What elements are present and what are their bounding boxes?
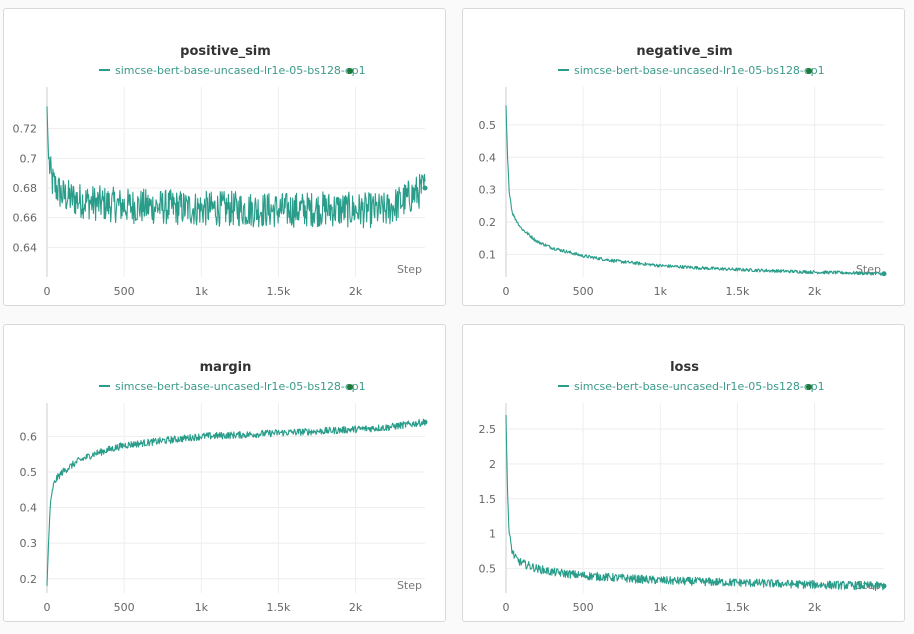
- legend: simcse-bert-base-uncased-lr1e-05-bs128-e…: [558, 64, 825, 77]
- x-axis-label: Step: [397, 263, 422, 276]
- legend-dot-icon: [806, 68, 812, 74]
- x-tick-label: 1.5k: [266, 601, 290, 614]
- y-tick-label: 0.3: [20, 537, 38, 550]
- x-tick-label: 1k: [654, 601, 668, 614]
- chart-margin: margin simcse-bert-base-uncased-lr1e-05-b…: [20, 360, 428, 614]
- x-tick-label: 500: [573, 285, 594, 298]
- y-tick-label: 0.3: [479, 184, 497, 197]
- chart-title: loss: [670, 360, 699, 375]
- x-tick-label: 2k: [349, 285, 363, 298]
- series-line: [46, 418, 426, 586]
- legend-label: simcse-bert-base-uncased-lr1e-05-bs128-e…: [574, 64, 825, 77]
- chart-positive-sim: positive_sim simcse-bert-base-uncased-lr1…: [13, 44, 428, 298]
- series-line: [46, 106, 426, 229]
- y-tick-label: 2.5: [479, 423, 497, 436]
- legend: simcse-bert-base-uncased-lr1e-05-bs128-e…: [558, 380, 825, 393]
- x-tick-label: 500: [573, 601, 594, 614]
- x-tick-label: 1k: [195, 601, 209, 614]
- y-tick-label: 0.4: [20, 502, 38, 515]
- y-tick-label: 0.2: [479, 216, 497, 229]
- legend: simcse-bert-base-uncased-lr1e-05-bs128-e…: [99, 380, 366, 393]
- legend-label: simcse-bert-base-uncased-lr1e-05-bs128-e…: [574, 380, 825, 393]
- y-tick-label: 1.5: [479, 493, 497, 506]
- x-tick-label: 1.5k: [725, 601, 749, 614]
- series-line: [505, 105, 885, 276]
- y-tick-label: 1: [489, 528, 496, 541]
- x-tick-label: 2k: [349, 601, 363, 614]
- series-end-point: [881, 271, 887, 277]
- legend-dot-icon: [806, 384, 812, 390]
- x-tick-label: 1.5k: [725, 285, 749, 298]
- y-tick-label: 0.5: [479, 563, 497, 576]
- series-end-point: [422, 419, 428, 425]
- y-tick-label: 0.5: [20, 466, 38, 479]
- series-end-point: [881, 583, 887, 589]
- chart-title: negative_sim: [636, 44, 732, 59]
- x-axis-label: Step: [397, 579, 422, 592]
- y-tick-label: 0.66: [13, 212, 38, 225]
- y-tick-label: 0.64: [13, 241, 38, 254]
- chart-panel-negative-sim: negative_sim simcse-bert-base-uncased-lr1…: [462, 8, 905, 306]
- x-tick-label: 0: [44, 601, 51, 614]
- y-tick-label: 0.5: [479, 119, 497, 132]
- chart-negative-sim: negative_sim simcse-bert-base-uncased-lr1…: [479, 44, 887, 298]
- x-tick-label: 2k: [808, 601, 822, 614]
- x-tick-label: 0: [44, 285, 51, 298]
- y-tick-label: 0.1: [479, 248, 497, 261]
- x-tick-label: 1k: [654, 285, 668, 298]
- x-tick-label: 1.5k: [266, 285, 290, 298]
- legend-dot-icon: [347, 384, 353, 390]
- chart-loss: loss simcse-bert-base-uncased-lr1e-05-bs1…: [479, 360, 887, 614]
- chart-title: positive_sim: [180, 44, 271, 59]
- legend-dot-icon: [347, 68, 353, 74]
- chart-panel-loss: loss simcse-bert-base-uncased-lr1e-05-bs1…: [462, 324, 905, 622]
- x-tick-label: 0: [503, 285, 510, 298]
- legend-label: simcse-bert-base-uncased-lr1e-05-bs128-e…: [115, 64, 366, 77]
- y-tick-label: 0.68: [13, 182, 38, 195]
- x-tick-label: 500: [114, 601, 135, 614]
- y-tick-label: 0.4: [479, 151, 497, 164]
- y-tick-label: 0.6: [20, 430, 38, 443]
- x-tick-label: 2k: [808, 285, 822, 298]
- chart-panel-margin: margin simcse-bert-base-uncased-lr1e-05-b…: [3, 324, 446, 622]
- legend-label: simcse-bert-base-uncased-lr1e-05-bs128-e…: [115, 380, 366, 393]
- chart-title: margin: [200, 360, 252, 375]
- y-tick-label: 2: [489, 458, 496, 471]
- series-line: [505, 414, 885, 591]
- y-tick-label: 0.7: [20, 152, 38, 165]
- chart-panel-positive-sim: positive_sim simcse-bert-base-uncased-lr1…: [3, 8, 446, 306]
- y-tick-label: 0.2: [20, 573, 38, 586]
- series-end-point: [422, 185, 428, 191]
- y-tick-label: 0.72: [13, 123, 38, 136]
- x-tick-label: 1k: [195, 285, 209, 298]
- legend: simcse-bert-base-uncased-lr1e-05-bs128-e…: [99, 64, 366, 77]
- x-tick-label: 500: [114, 285, 135, 298]
- x-tick-label: 0: [503, 601, 510, 614]
